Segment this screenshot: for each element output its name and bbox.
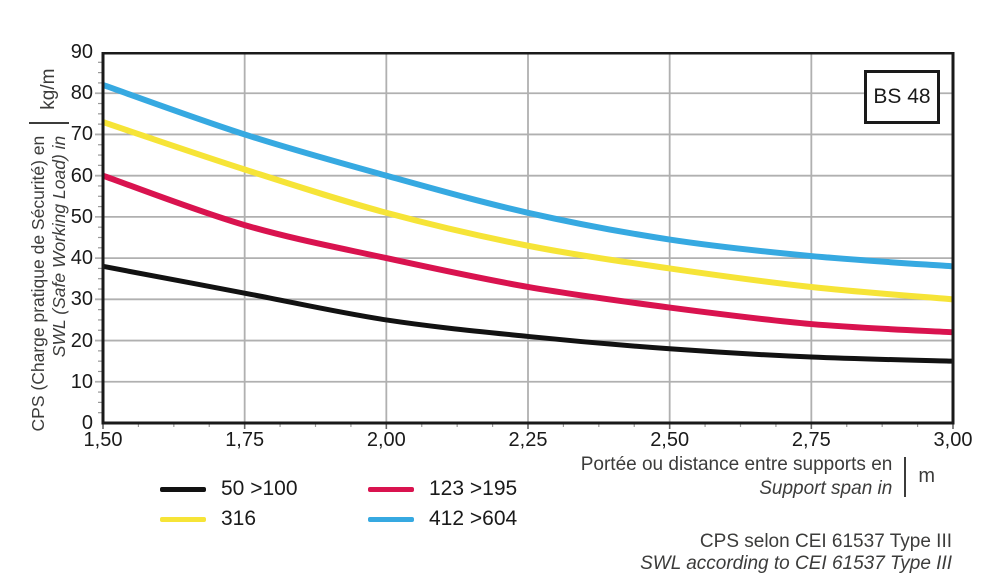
x-axis-unit: m	[918, 465, 935, 488]
legend-swatch-yellow	[160, 516, 206, 522]
y-tick-label: 30	[70, 288, 93, 311]
y-tick-label: 90	[70, 41, 93, 63]
y-tick-label: 60	[70, 164, 93, 187]
x-tick-label: 2,00	[366, 429, 406, 451]
bs48-box: BS 48	[864, 70, 940, 124]
y-axis-unit: kg/m	[38, 68, 59, 110]
y-axis-title-en: SWL (Safe Working Load) in	[49, 135, 69, 358]
x-tick-label: 1,50	[83, 429, 123, 451]
series-curve-2	[102, 119, 954, 303]
x-axis-unit-divider	[904, 456, 907, 497]
y-axis-unit-divider	[29, 121, 69, 124]
chart-plot-area	[95, 52, 955, 429]
series-curve-1	[102, 172, 954, 336]
x-tick-label: 2,25	[508, 429, 548, 451]
x-tick-label: 2,75	[791, 429, 831, 451]
legend-swatch-blue	[368, 516, 414, 522]
x-tick-label: 3,00	[933, 429, 973, 451]
footer-line-fr: CPS selon CEI 61537 Type III	[699, 531, 952, 552]
y-tick-label: 20	[70, 329, 93, 352]
x-axis-title-fr: Portée ou distance entre supports en	[580, 454, 893, 475]
legend-item: 50 >100	[160, 477, 298, 501]
footer-line-en: SWL according to CEI 61537 Type III	[640, 552, 952, 574]
y-tick-labels: 0 10 20 30 40 50 60 70 80 90	[38, 41, 93, 434]
y-tick-label: 50	[70, 205, 93, 228]
series-curve-0	[102, 263, 954, 364]
x-axis-title-text: Portée ou distance entre supports en Sup…	[581, 453, 893, 501]
legend-item: 412 >604	[368, 507, 517, 531]
y-tick-label: 40	[70, 247, 93, 270]
legend-label: 316	[221, 507, 257, 530]
legend-label: 123 >195	[429, 477, 518, 500]
x-axis-title-en: Support span in	[759, 477, 893, 499]
plot-frame	[101, 52, 955, 425]
legend-swatch-black	[160, 486, 206, 492]
x-tick-labels: 1,50 1,75 2,00 2,25 2,50 2,75 3,00	[84, 428, 973, 454]
legend-label: 412 >604	[429, 507, 518, 530]
y-tick-label: 10	[70, 370, 93, 393]
y-axis-title: CPS (Charge pratique de Sécurité) en SWL…	[11, 59, 87, 441]
x-tick-label: 1,75	[225, 429, 265, 451]
legend-item: 123 >195	[368, 477, 517, 501]
y-tick-label: 70	[70, 123, 93, 146]
series-curve-3	[102, 82, 954, 270]
y-axis-title-fr: CPS (Charge pratique de Sécurité) en	[27, 135, 48, 432]
legend-label: 50 >100	[221, 477, 298, 500]
bs48-label: BS 48	[873, 85, 931, 108]
footer-note: CPS selon CEI 61537 Type III SWL accordi…	[640, 531, 952, 575]
y-tick-label: 80	[70, 82, 93, 105]
x-tick-label: 2,50	[650, 429, 690, 451]
legend-item: 316	[160, 507, 256, 531]
y-axis-title-text: CPS (Charge pratique de Sécurité) en SWL…	[28, 136, 71, 432]
x-axis-title: Portée ou distance entre supports en Sup…	[581, 453, 935, 501]
y-tick-label: 0	[81, 412, 93, 434]
legend-swatch-red	[368, 486, 414, 492]
